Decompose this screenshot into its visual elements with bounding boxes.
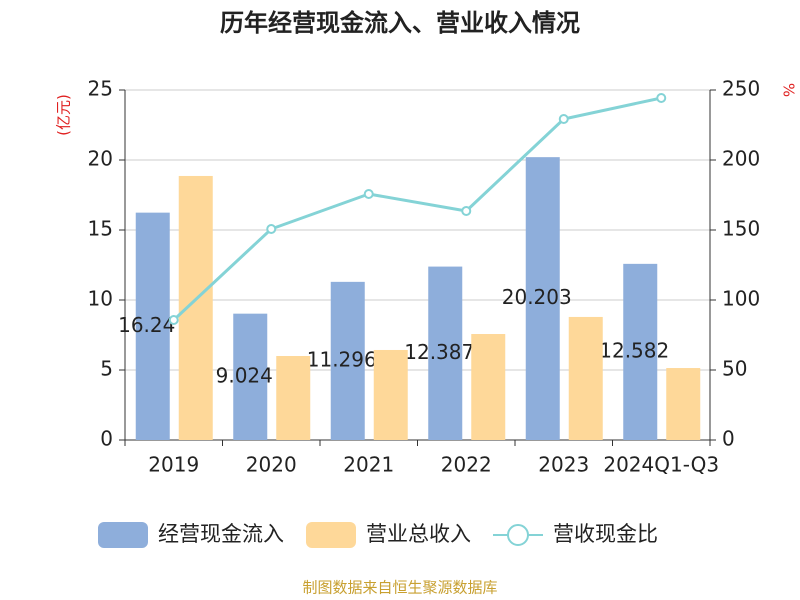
y-axis-label: (亿元) bbox=[55, 94, 73, 136]
y2-axis-label: % bbox=[780, 83, 798, 97]
line bbox=[172, 96, 662, 322]
legend-swatch bbox=[306, 522, 356, 548]
bar bbox=[471, 334, 506, 440]
line-point bbox=[461, 205, 472, 216]
x-tick-label: 2024Q1-Q3 bbox=[603, 453, 719, 477]
y-tick-label: 0 bbox=[100, 427, 113, 451]
y-tick-label: 25 bbox=[88, 77, 113, 101]
x-tick-label: 2019 bbox=[148, 453, 199, 477]
bar bbox=[525, 157, 560, 440]
legend-label: 营业总收入 bbox=[366, 522, 471, 546]
data-label: 16.24 bbox=[118, 313, 175, 337]
y-tick-label: 5 bbox=[100, 357, 113, 381]
bar bbox=[373, 349, 408, 440]
x-tick-label: 2023 bbox=[538, 453, 589, 477]
bar bbox=[623, 263, 658, 440]
y-tick-label: 15 bbox=[88, 217, 113, 241]
y2-tick-label: 100 bbox=[722, 287, 760, 311]
x-tick-label: 2021 bbox=[343, 453, 394, 477]
bar bbox=[276, 356, 311, 440]
data-label: 12.387 bbox=[404, 340, 474, 364]
y2-tick-label: 250 bbox=[722, 77, 760, 101]
y2-tick-label: 0 bbox=[722, 427, 735, 451]
bar bbox=[330, 281, 365, 440]
x-tick-label: 2020 bbox=[246, 453, 297, 477]
bar bbox=[666, 368, 701, 440]
bar bbox=[233, 313, 268, 440]
legend-label: 经营现金流入 bbox=[158, 522, 284, 546]
line-point bbox=[656, 92, 667, 103]
line-point bbox=[558, 113, 569, 124]
bar bbox=[568, 316, 603, 440]
y2-tick-label: 50 bbox=[722, 357, 747, 381]
line-point bbox=[363, 189, 374, 200]
line-point bbox=[168, 315, 179, 326]
legend-label: 营收现金比 bbox=[553, 522, 658, 546]
y-tick-label: 20 bbox=[88, 147, 113, 171]
chart-title: 历年经营现金流入、营业收入情况 bbox=[220, 9, 580, 37]
legend-swatch bbox=[507, 524, 529, 546]
line-point bbox=[266, 224, 277, 235]
data-label: 20.203 bbox=[502, 285, 572, 309]
data-label: 9.024 bbox=[216, 363, 273, 387]
source: 制图数据来自恒生聚源数据库 bbox=[302, 579, 497, 597]
y-tick-label: 10 bbox=[88, 287, 113, 311]
y2-tick-label: 150 bbox=[722, 217, 760, 241]
x-tick-label: 2022 bbox=[441, 453, 492, 477]
data-label: 11.296 bbox=[307, 347, 377, 371]
data-label: 12.582 bbox=[599, 338, 669, 362]
bar bbox=[428, 266, 463, 440]
bar bbox=[178, 175, 213, 440]
y2-tick-label: 200 bbox=[722, 147, 760, 171]
bar bbox=[135, 212, 170, 440]
legend-swatch bbox=[98, 522, 148, 548]
